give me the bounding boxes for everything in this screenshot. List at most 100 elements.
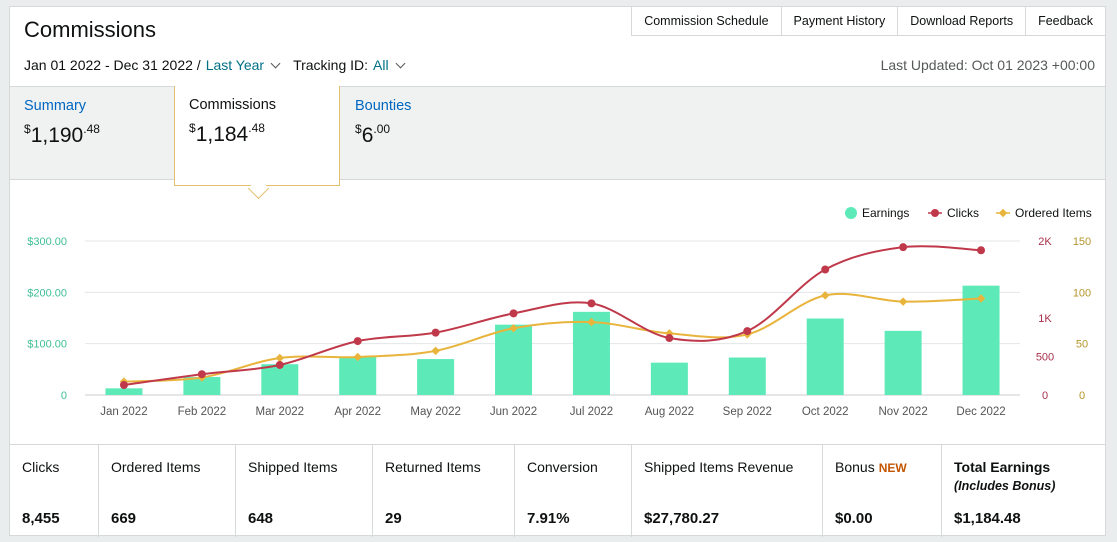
earnings-bar — [495, 324, 533, 395]
ordered-items-point — [275, 353, 285, 363]
chevron-down-icon[interactable] — [270, 58, 281, 69]
clicks-point — [587, 299, 596, 308]
tab-bounties[interactable]: Bounties $6.00 — [341, 87, 506, 179]
legend-items-marker — [998, 208, 1008, 218]
commissions-panel: Commissions Commission Schedule Payment … — [9, 6, 1106, 537]
earnings-bar — [650, 362, 688, 395]
bounties-amount: $6.00 — [355, 122, 391, 147]
legend-clicks-marker — [931, 209, 939, 217]
legend-label: Clicks — [947, 206, 979, 220]
tracking-id-label: Tracking ID: — [293, 57, 369, 73]
period-dropdown[interactable]: Last Year — [205, 57, 265, 73]
clicks-point — [275, 360, 284, 369]
earnings-bar — [417, 359, 455, 395]
chevron-down-icon[interactable] — [395, 58, 406, 69]
stat-value: 648 — [248, 510, 274, 527]
items-axis-tick-label: 0 — [1079, 390, 1085, 402]
new-badge: NEW — [878, 461, 907, 475]
earnings-bar — [884, 330, 922, 395]
clicks-point — [431, 328, 440, 337]
earnings-chart: 0 $100.00 $200.00 $300.00 0 500 1K 2K 0 50 100 150 J… — [27, 206, 1092, 418]
clicks-point — [899, 243, 908, 252]
stat-ordered-items: Ordered Items 669 — [99, 445, 236, 537]
x-axis-tick-label: Jun 2022 — [490, 406, 537, 418]
stat-returned-items: Returned Items 29 — [373, 445, 515, 537]
page-title: Commissions — [24, 17, 157, 42]
stat-conversion: Conversion 7.91% — [515, 445, 632, 537]
x-axis-tick-label: Jan 2022 — [100, 406, 147, 418]
stat-value: 29 — [385, 510, 402, 527]
stat-label: Shipped Items — [248, 459, 338, 475]
stats-row: Clicks 8,455 Ordered Items 669 Shipped I… — [10, 444, 1105, 537]
clicks-axis-tick-label: 0 — [1042, 390, 1048, 402]
legend-label: Ordered Items — [1015, 206, 1092, 220]
stat-label: Ordered Items — [111, 459, 201, 475]
payment-history-button[interactable]: Payment History — [780, 7, 898, 35]
earnings-bar — [806, 318, 844, 395]
earnings-bar — [728, 357, 766, 395]
stat-value: 669 — [111, 510, 137, 527]
x-axis-tick-label: Aug 2022 — [645, 406, 694, 418]
y-axis-tick-label: $300.00 — [27, 236, 67, 248]
clicks-axis-tick-label: 2K — [1038, 236, 1052, 248]
earnings-bar — [183, 377, 221, 395]
last-updated: Last Updated: Oct 01 2023 +00:00 — [880, 57, 1095, 73]
summary-tabs: Summary $1,190.48 Commissions $1,184.48 … — [10, 86, 1105, 200]
stat-shipped-items: Shipped Items 648 — [236, 445, 373, 537]
ordered-items-point — [820, 291, 830, 300]
clicks-axis-tick-label: 500 — [1036, 352, 1054, 364]
stat-value: $27,780.27 — [644, 510, 720, 527]
summary-amount: $1,190.48 — [24, 122, 100, 147]
clicks-point — [509, 309, 518, 318]
tracking-id-dropdown[interactable]: All — [373, 57, 389, 73]
chart-area: 0 $100.00 $200.00 $300.00 0 500 1K 2K 0 50 100 150 J… — [10, 179, 1105, 444]
stat-label: Shipped Items Revenue — [644, 459, 794, 475]
items-axis-tick-label: 100 — [1073, 287, 1091, 299]
x-axis-tick-label: Mar 2022 — [255, 406, 304, 418]
clicks-axis-tick-label: 1K — [1038, 313, 1052, 325]
y-axis-tick-label: $200.00 — [27, 287, 67, 299]
download-reports-button[interactable]: Download Reports — [897, 7, 1025, 35]
stat-label: Returned Items — [385, 459, 481, 475]
earnings-bar — [261, 364, 299, 395]
stat-clicks: Clicks 8,455 — [10, 445, 99, 537]
clicks-point — [821, 265, 830, 274]
stat-label: Bonus NEW — [835, 459, 907, 475]
ordered-items-point — [353, 352, 362, 362]
tab-summary[interactable]: Summary $1,190.48 — [10, 87, 175, 179]
y-axis-tick-label: $100.00 — [27, 339, 67, 351]
tab-commissions[interactable]: Commissions $1,184.48 — [174, 86, 340, 200]
stat-value: $0.00 — [835, 510, 873, 527]
feedback-button[interactable]: Feedback — [1025, 7, 1105, 35]
clicks-point — [197, 370, 206, 379]
date-range-text: Jan 01 2022 - Dec 31 2022 / — [24, 57, 201, 73]
stat-value: 8,455 — [22, 510, 60, 527]
legend-label: Earnings — [862, 206, 909, 220]
ordered-items-point — [509, 324, 518, 333]
ordered-items-point — [431, 346, 440, 356]
stat-bonus: Bonus NEW $0.00 — [823, 445, 942, 537]
stat-sublabel: (Includes Bonus) — [954, 479, 1056, 493]
clicks-point — [353, 337, 362, 346]
ordered-items-point — [898, 297, 908, 306]
stat-shipped-revenue: Shipped Items Revenue $27,780.27 — [632, 445, 823, 537]
x-axis-tick-label: Nov 2022 — [879, 406, 928, 418]
x-axis-tick-label: Feb 2022 — [178, 406, 227, 418]
tab-commissions-label: Commissions — [189, 97, 277, 113]
stat-label: Conversion — [527, 459, 598, 475]
stat-label: Clicks — [22, 459, 60, 475]
filter-row: Jan 01 2022 - Dec 31 2022 / Last Year Tr… — [24, 57, 412, 73]
items-axis-tick-label: 150 — [1073, 236, 1091, 248]
commissions-amount: $1,184.48 — [189, 121, 265, 146]
tab-bounties-label: Bounties — [355, 98, 412, 114]
x-axis-tick-label: Oct 2022 — [802, 406, 849, 418]
stat-value: 7.91% — [527, 510, 570, 527]
x-axis-tick-label: Jul 2022 — [570, 406, 613, 418]
x-axis-tick-label: Dec 2022 — [956, 406, 1005, 418]
earnings-bar — [339, 356, 377, 395]
x-axis-tick-label: Apr 2022 — [334, 406, 381, 418]
legend-earnings-marker — [845, 207, 857, 219]
stat-label: Total Earnings — [954, 459, 1051, 475]
x-axis-tick-label: May 2022 — [410, 406, 461, 418]
commission-schedule-button[interactable]: Commission Schedule — [644, 14, 769, 28]
